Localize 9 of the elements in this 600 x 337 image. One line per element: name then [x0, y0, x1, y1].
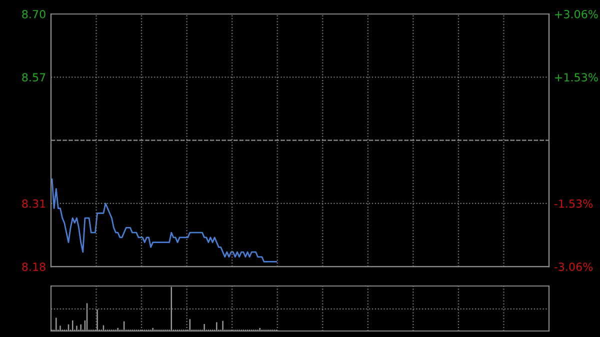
y-tick-label: 8.70: [22, 10, 46, 18]
y2-tick-label: +3.06%: [555, 10, 598, 18]
y-tick-label: 8.57: [22, 73, 46, 82]
y2-tick-label: +1.53%: [555, 73, 598, 82]
y2-tick-label: -1.53%: [554, 199, 593, 208]
y2-tick-label: -3.06%: [554, 262, 593, 271]
line-series: [51, 178, 278, 262]
y-tick-label: 8.18: [22, 262, 46, 271]
y-tick-label: 8.31: [22, 199, 46, 208]
